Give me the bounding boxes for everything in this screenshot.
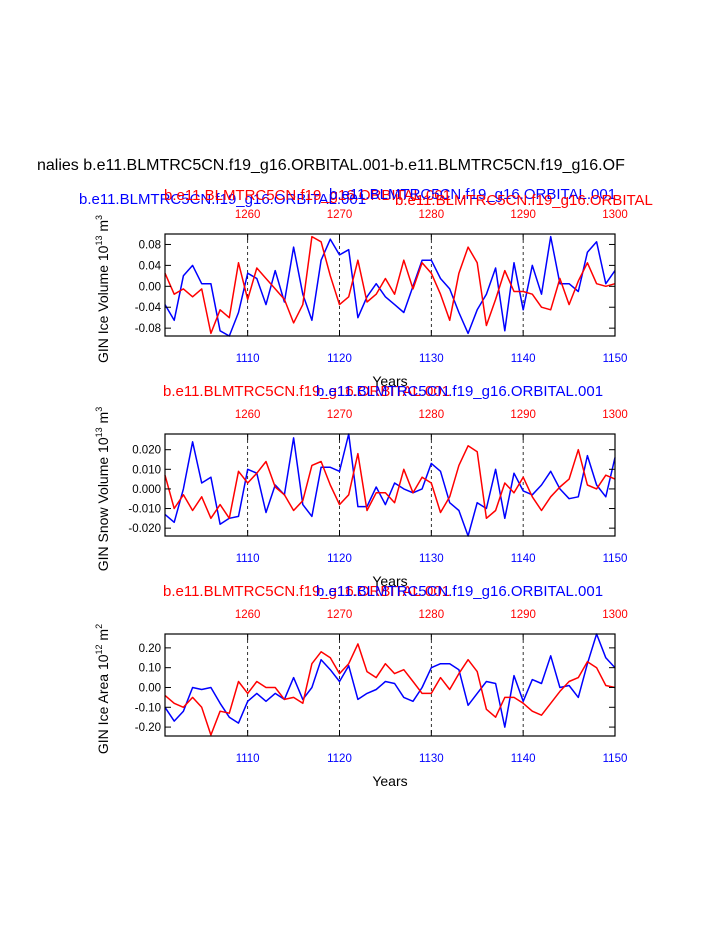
x-tick-label-top: 1260 [235,209,261,221]
series-line-red [164,235,616,335]
y-tick-label: -0.20 [135,722,161,734]
panel-title-red: b.e11.BLMTRC5CN.f19_g16.ORBITAL.001 [163,583,450,600]
x-axis-label: Years [372,773,407,789]
x-tick-label-top: 1260 [235,609,261,621]
series-line-blue [164,433,616,537]
y-tick-label: 0.00 [139,682,161,694]
y-tick-label: 0.000 [132,484,161,496]
y-tick-label: 0.08 [139,239,161,251]
panel-title-blue: b.e11.BLMTRC5CN.f19_g16.ORBITAL.001 [316,583,603,600]
x-tick-label-top: 1280 [419,609,445,621]
x-tick-label-top: 1290 [510,409,536,421]
plot-frame [164,233,616,337]
x-tick-label-top: 1300 [602,409,628,421]
x-tick-label-top: 1270 [327,209,353,221]
series-line-red [164,445,616,520]
chart-panels: -0.08 -0.04 0.00 0.04 0.08 1110 1120 1130 1140 11… [94,209,628,789]
subtitle-blue-overlap: b.e11.BLMTRC5CN.f19_g16.ORBITAL.001 [79,191,366,208]
y-tick-label: 0.20 [139,643,161,655]
x-tick-label-bottom: 1110 [236,553,260,565]
subtitle-red-overlap: b.e11.BLMTRC5CN.f19_g16.ORBITAL.001 [164,187,451,204]
x-tick-label-top: 1290 [510,609,536,621]
panel-title-blue: b.e11.BLMTRC5CN.f19_g16.ORBITAL.001 [316,383,603,400]
x-tick-label-bottom: 1140 [511,553,536,565]
chart-panel-1: -0.08 -0.04 0.00 0.04 0.08 1110 1120 1130 1140 11… [94,209,628,389]
plot-frame [164,433,616,537]
x-tick-label-bottom: 1110 [236,353,260,365]
x-tick-label-bottom: 1120 [327,353,352,365]
plot-frame [164,633,616,737]
y-tick-label: -0.010 [128,504,161,516]
series-line-blue [164,633,616,728]
y-tick-label: 0.010 [132,464,161,476]
series-line-red [164,643,616,736]
x-tick-label-top: 1280 [419,409,445,421]
y-tick-label: 0.10 [139,663,161,675]
y-axis-label: GIN Ice Area 1012 m2 [94,624,111,754]
y-axis-label: GIN Snow Volume 1013 m3 [94,407,111,571]
subtitle-blue-overlap-2: b.e11.BLMTRC5CN.f19_g16.ORBITAL.001 [329,186,616,203]
chart-panel-3: b.e11.BLMTRC5CN.f19_g16.ORBITAL.001b.e11… [94,583,628,789]
x-tick-label-top: 1260 [235,409,261,421]
subtitle-red-overlap-2: b.e11.BLMTRC5CN.f19_g16.ORBITAL [395,192,653,209]
y-tick-label: -0.04 [135,302,162,314]
x-axis-label: Years [372,373,407,389]
x-tick-label-bottom: 1130 [419,753,444,765]
x-tick-label-top: 1300 [602,209,628,221]
x-tick-label-bottom: 1150 [603,753,628,765]
y-tick-label: -0.08 [135,323,161,335]
x-axis-label: Years [372,573,407,589]
y-tick-label: 0.00 [139,281,161,293]
x-tick-label-top: 1270 [327,409,353,421]
main-title: nalies b.e11.BLMTRC5CN.f19_g16.ORBITAL.0… [37,157,625,174]
x-tick-label-bottom: 1150 [603,353,628,365]
y-axis-label: GIN Ice Volume 1013 m3 [94,215,111,363]
series-line-blue [164,235,616,337]
x-tick-label-bottom: 1150 [603,553,628,565]
x-tick-label-bottom: 1130 [419,553,444,565]
chart-panel-2: b.e11.BLMTRC5CN.f19_g16.ORBITAL.001b.e11… [94,383,628,589]
panel-title-red: b.e11.BLMTRC5CN.f19_g16.ORBITAL.001 [163,383,450,400]
x-tick-label-top: 1290 [510,209,536,221]
x-tick-label-bottom: 1110 [236,753,260,765]
x-tick-label-bottom: 1140 [511,353,536,365]
y-tick-label: 0.04 [139,260,162,272]
x-tick-label-bottom: 1120 [327,753,352,765]
y-tick-label: -0.020 [128,523,161,535]
y-tick-label: -0.10 [135,702,161,714]
y-tick-label: 0.020 [132,445,161,457]
x-tick-label-top: 1300 [602,609,628,621]
x-tick-label-bottom: 1120 [327,553,352,565]
x-tick-label-top: 1270 [327,609,353,621]
x-tick-label-bottom: 1140 [511,753,536,765]
x-tick-label-bottom: 1130 [419,353,444,365]
x-tick-label-top: 1280 [419,209,445,221]
